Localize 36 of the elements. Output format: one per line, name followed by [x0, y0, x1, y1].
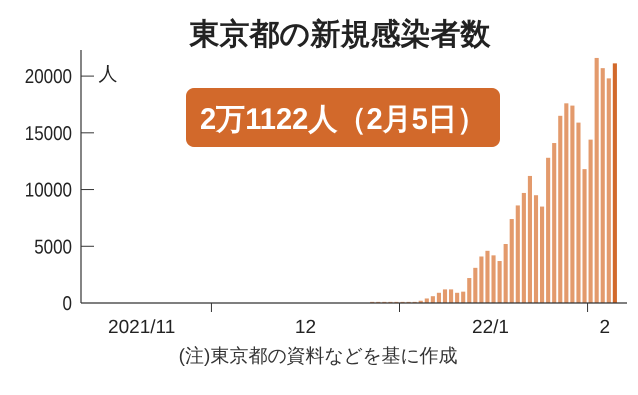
bar: [534, 195, 538, 303]
bar: [436, 292, 441, 303]
bar: [442, 289, 448, 303]
y-axis-title: 人: [98, 64, 118, 85]
bar: [582, 169, 587, 303]
subtitle-box: 2万1122人（2月5日）: [186, 88, 500, 147]
y-tick-label: 20000: [24, 64, 72, 88]
bar: [491, 255, 496, 303]
bar: [504, 244, 508, 303]
bar: [576, 122, 581, 303]
chart-title: 東京都の新規感染者数: [188, 17, 492, 51]
x-tick-label: 12: [294, 317, 316, 338]
text: (注)東京都の資料などを基に作成: [178, 345, 458, 367]
y-tick-label: 0: [62, 292, 72, 314]
bar: [479, 256, 484, 303]
bar: [564, 103, 568, 303]
bar: [522, 192, 526, 303]
y-tick-label: 15000: [24, 122, 72, 144]
bar: [430, 296, 435, 303]
bar: [485, 250, 490, 303]
bar: [449, 289, 454, 303]
bar: [455, 292, 460, 303]
x-tick-label: 2021/11: [108, 317, 176, 338]
bar: [473, 268, 478, 303]
x-tick-label: 2: [599, 317, 610, 338]
bar: [540, 206, 544, 303]
bar: [594, 58, 599, 303]
x-tick-label: 22/1: [472, 317, 509, 338]
bar: [588, 140, 593, 303]
bar: [612, 63, 617, 303]
y-tick-label: 5000: [34, 234, 72, 258]
bar: [546, 158, 550, 303]
y-tick-label: 10000: [24, 178, 72, 201]
bar: [570, 106, 574, 303]
bar: [498, 261, 502, 303]
bar: [528, 176, 532, 303]
